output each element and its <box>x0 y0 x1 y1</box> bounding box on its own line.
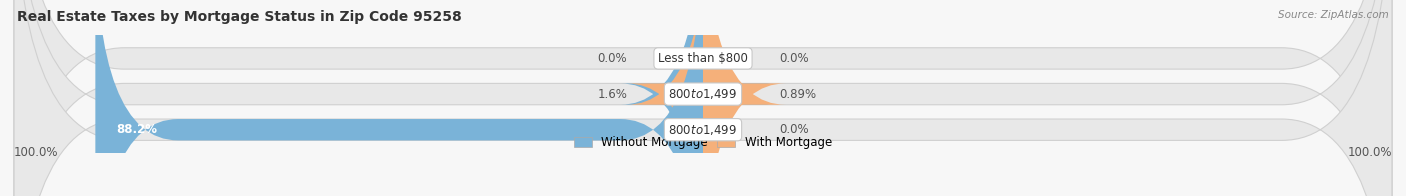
Legend: Without Mortgage, With Mortgage: Without Mortgage, With Mortgage <box>574 136 832 149</box>
FancyBboxPatch shape <box>96 0 703 196</box>
Text: 0.0%: 0.0% <box>779 52 808 65</box>
Text: 0.89%: 0.89% <box>779 88 815 101</box>
Text: 0.0%: 0.0% <box>598 52 627 65</box>
Text: 1.6%: 1.6% <box>598 88 627 101</box>
FancyBboxPatch shape <box>14 0 1392 196</box>
FancyBboxPatch shape <box>627 0 786 196</box>
FancyBboxPatch shape <box>620 0 775 196</box>
Text: Source: ZipAtlas.com: Source: ZipAtlas.com <box>1278 10 1389 20</box>
Text: 0.0%: 0.0% <box>779 123 808 136</box>
Text: 88.2%: 88.2% <box>117 123 157 136</box>
Text: Real Estate Taxes by Mortgage Status in Zip Code 95258: Real Estate Taxes by Mortgage Status in … <box>17 10 461 24</box>
FancyBboxPatch shape <box>14 0 1392 196</box>
Text: 100.0%: 100.0% <box>14 146 59 159</box>
Text: Less than $800: Less than $800 <box>658 52 748 65</box>
FancyBboxPatch shape <box>14 0 1392 196</box>
Text: 100.0%: 100.0% <box>1347 146 1392 159</box>
Text: $800 to $1,499: $800 to $1,499 <box>668 123 738 137</box>
Text: $800 to $1,499: $800 to $1,499 <box>668 87 738 101</box>
